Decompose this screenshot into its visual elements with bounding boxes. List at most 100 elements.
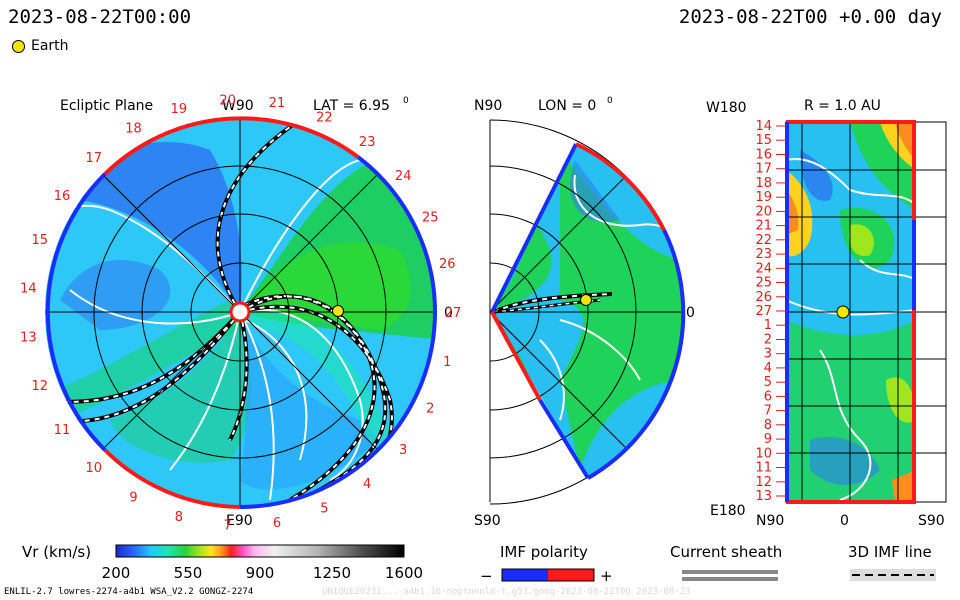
ecliptic-tick-label: 19 (171, 102, 188, 117)
footer-right: UNIQUE20231...-a4b1.16-noptnnnld-t.g53.g… (322, 587, 691, 597)
ecliptic-tick-label: 10 (86, 461, 103, 476)
sheath-title: Current sheath (670, 543, 782, 561)
ecliptic-lat-label: LAT = 6.95 (313, 98, 390, 114)
radial-tick-label: 25 (755, 276, 772, 291)
ecliptic-tick-label: 2 (426, 402, 434, 417)
ecliptic-tick-label: 5 (320, 502, 328, 517)
radial-tick-label: 8 (764, 418, 772, 433)
earth-marker-ecliptic (332, 305, 344, 317)
colorbar-tick-label: 1600 (385, 564, 423, 582)
ecliptic-tick-label: 17 (86, 151, 103, 166)
ecliptic-tick-label: 27 (445, 306, 462, 321)
radial-x-left: N90 (756, 513, 784, 529)
ecliptic-tick-label: 25 (422, 210, 439, 225)
ecliptic-tick-label: 22 (316, 110, 333, 125)
earth-legend-label: Earth (31, 38, 69, 54)
ecliptic-tick-label: 12 (32, 379, 49, 394)
colorbar-label: Vr (km/s) (22, 543, 91, 561)
meridional-right-label: 0 (686, 305, 695, 321)
ecliptic-tick-label: 6 (273, 516, 281, 531)
ecliptic-tick-label: 14 (20, 281, 37, 296)
radial-tick-label: 16 (755, 148, 772, 163)
imf3d-title: 3D IMF line (848, 543, 932, 561)
ecliptic-panel: Ecliptic Plane W90 E90 0 LAT = 6.95 0 20… (20, 93, 461, 533)
ecliptic-tick-label: 11 (54, 423, 71, 438)
ecliptic-tick-label: 9 (129, 491, 137, 506)
radial-tick-label: 27 (755, 304, 772, 319)
radial-tick-label: 5 (764, 375, 772, 390)
ecliptic-tick-label: 13 (20, 331, 37, 346)
colorbar: Vr (km/s) 200 550 900 1250 1600 (22, 543, 423, 582)
meridional-bottom-label: S90 (474, 513, 501, 529)
ecliptic-tick-label: 21 (269, 96, 286, 111)
radial-tick-label: 22 (755, 233, 772, 248)
radial-tick-label: 1 (764, 318, 772, 333)
radial-tick-label: 15 (755, 133, 772, 148)
colorbar-tick-label: 900 (246, 564, 275, 582)
radial-bottom-left: E180 (710, 503, 746, 519)
imf3d-legend: 3D IMF line (848, 543, 936, 581)
radial-tick-label: 2 (764, 333, 772, 348)
radial-tick-label: 12 (755, 475, 772, 490)
ecliptic-tick-label: 3 (399, 443, 407, 458)
ecliptic-tick-label: 18 (125, 122, 142, 137)
meridional-lon-label: LON = 0 (538, 98, 596, 114)
ecliptic-bottom-label: E90 (226, 513, 253, 529)
colorbar-ticks: 200 550 900 1250 1600 (102, 564, 423, 582)
ecliptic-tick-label: 20 (219, 93, 236, 108)
colorbar-tick-label: 550 (174, 564, 203, 582)
radial-tick-label: 24 (755, 261, 772, 276)
radial-panel: W180 R = 1.0 AU E180 N90 0 S90 141516171… (706, 98, 947, 529)
ecliptic-tick-label: 24 (395, 169, 412, 184)
ecliptic-tick-label: 23 (359, 135, 376, 150)
radial-tick-label: 11 (755, 461, 772, 476)
ecliptic-rotation-ticks: 20 21222324252627123456789101112131415161… (20, 93, 461, 533)
ecliptic-top-label: W90 (222, 98, 254, 114)
radial-tick-label: 13 (755, 489, 772, 504)
right-timestamp: 2023-08-22T00 +0.00 day (678, 6, 942, 28)
ecliptic-tick-label: 4 (363, 477, 371, 492)
footer-left: ENLIL-2.7 lowres-2274-a4b1 WSA_V2.2 GONG… (4, 587, 254, 597)
radial-tick-label: 21 (755, 219, 772, 234)
meridional-lon-sup: 0 (607, 96, 613, 106)
radial-tick-label: 3 (764, 347, 772, 362)
radial-tick-label: 4 (764, 361, 772, 376)
radial-tick-label: 26 (755, 290, 772, 305)
radial-x-right: S90 (918, 513, 945, 529)
meridional-top-label: N90 (474, 98, 502, 114)
earth-legend-icon (12, 40, 25, 53)
imf-minus: − (480, 567, 493, 585)
ecliptic-tick-label: 8 (175, 510, 183, 525)
imf-title: IMF polarity (500, 543, 588, 561)
radial-x-mid: 0 (840, 513, 849, 529)
radial-tick-label: 6 (764, 389, 772, 404)
radial-tick-label: 17 (755, 162, 772, 177)
radial-tick-label: 7 (764, 404, 772, 419)
ecliptic-lat-sup: 0 (403, 96, 409, 106)
meridional-panel: N90 S90 0 LON = 0 0 (474, 96, 695, 529)
radial-top-left: W180 (706, 100, 747, 116)
colorbar-tick-label: 1250 (313, 564, 351, 582)
colorbar-tick-label: 200 (102, 564, 131, 582)
ecliptic-tick-label: 16 (54, 189, 71, 204)
radial-tick-label: 14 (755, 119, 772, 134)
radial-tick-label: 23 (755, 247, 772, 262)
radial-rotation-ticks: 1415161718192021222324252627123456789101… (755, 119, 786, 504)
radial-title: R = 1.0 AU (804, 98, 881, 114)
ecliptic-right-label: 0 (444, 305, 453, 321)
earth-marker-radial (836, 305, 850, 319)
ecliptic-tick-label: 7 (223, 519, 231, 534)
imf-plus: + (600, 567, 613, 585)
imf-polarity-legend: IMF polarity − + (480, 543, 613, 585)
current-sheath-legend: Current sheath (670, 543, 782, 581)
radial-tick-label: 9 (764, 432, 772, 447)
ecliptic-tick-label: 15 (32, 233, 49, 248)
ecliptic-tick-label: 26 (439, 257, 456, 272)
radial-tick-label: 10 (755, 446, 772, 461)
radial-tick-label: 20 (755, 204, 772, 219)
radial-tick-label: 18 (755, 176, 772, 191)
left-timestamp: 2023-08-22T00:00 (8, 6, 192, 28)
ecliptic-title: Ecliptic Plane (60, 98, 153, 114)
earth-marker-meridional (580, 294, 592, 306)
